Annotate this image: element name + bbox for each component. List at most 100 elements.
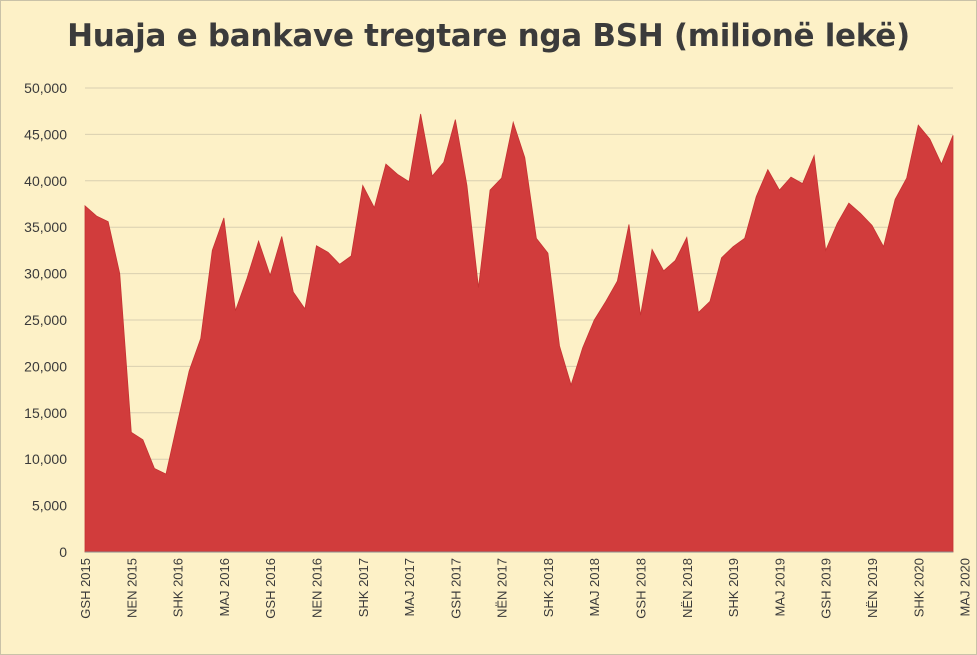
- data-point: [929, 138, 931, 140]
- data-point: [246, 277, 248, 279]
- data-point: [674, 259, 676, 261]
- x-tick-label: SHK 2018: [541, 558, 556, 617]
- y-tick-label: 50,000: [24, 80, 67, 96]
- data-point: [119, 272, 121, 274]
- data-point: [732, 245, 734, 247]
- data-point: [269, 274, 271, 276]
- data-point: [234, 310, 236, 312]
- data-point: [790, 176, 792, 178]
- data-point: [848, 202, 850, 204]
- y-tick-label: 25,000: [24, 312, 67, 328]
- area-series: [84, 113, 954, 553]
- data-point: [743, 237, 745, 239]
- data-point: [917, 124, 919, 126]
- data-point: [535, 237, 537, 239]
- x-tick-label: GSH 2016: [263, 558, 278, 619]
- data-point: [281, 235, 283, 237]
- data-point: [292, 291, 294, 293]
- data-point: [720, 257, 722, 259]
- data-point: [570, 384, 572, 386]
- x-tick-label: MAJ 2019: [772, 558, 787, 617]
- data-point: [697, 311, 699, 313]
- data-point: [686, 236, 688, 238]
- data-point: [836, 222, 838, 224]
- data-point: [176, 421, 178, 423]
- x-tick-label: SHK 2019: [726, 558, 741, 617]
- y-tick-label: 10,000: [24, 451, 67, 467]
- data-point: [257, 240, 259, 242]
- data-point: [454, 118, 456, 120]
- data-point: [651, 248, 653, 250]
- x-tick-label: NEN 2015: [124, 558, 139, 618]
- x-tick-label: NËN 2018: [680, 558, 695, 618]
- data-point: [338, 263, 340, 265]
- y-tick-label: 5,000: [32, 498, 67, 514]
- data-point: [304, 308, 306, 310]
- data-point: [801, 182, 803, 184]
- y-tick-label: 15,000: [24, 405, 67, 421]
- data-point: [223, 217, 225, 219]
- data-point: [813, 155, 815, 157]
- data-point: [200, 337, 202, 339]
- x-tick-label: NEN 2016: [309, 558, 324, 618]
- data-point: [906, 177, 908, 179]
- data-point: [581, 347, 583, 349]
- data-point: [824, 249, 826, 251]
- x-tick-label: MAJ 2016: [217, 558, 232, 617]
- data-point: [165, 473, 167, 475]
- x-tick-label: SHK 2017: [356, 558, 371, 617]
- y-tick-label: 20,000: [24, 358, 67, 374]
- x-tick-label: NËN 2019: [865, 558, 880, 618]
- data-point: [605, 300, 607, 302]
- y-tick-label: 0: [59, 544, 67, 560]
- data-point: [616, 280, 618, 282]
- y-tick-label: 40,000: [24, 173, 67, 189]
- data-point: [95, 215, 97, 217]
- x-tick-label: SHK 2016: [171, 558, 186, 617]
- data-point: [662, 270, 664, 272]
- data-point: [593, 319, 595, 321]
- x-tick-label: GSH 2015: [78, 558, 93, 619]
- data-point: [871, 224, 873, 226]
- data-point: [130, 431, 132, 433]
- chart-title: Huaja e bankave tregtare nga BSH (milion…: [67, 18, 910, 54]
- x-tick-label: SHK 2020: [911, 558, 926, 617]
- data-point: [940, 163, 942, 165]
- data-point: [547, 252, 549, 254]
- data-point: [767, 168, 769, 170]
- x-tick-label: GSH 2018: [634, 558, 649, 619]
- x-tick-label: MAJ 2018: [587, 558, 602, 617]
- y-tick-label: 30,000: [24, 266, 67, 282]
- data-point: [385, 163, 387, 165]
- x-tick-label: GSH 2017: [448, 558, 463, 619]
- data-point: [894, 198, 896, 200]
- data-point: [489, 189, 491, 191]
- x-tick-label: GSH 2019: [819, 558, 834, 619]
- data-point: [315, 245, 317, 247]
- data-point: [408, 181, 410, 183]
- data-point: [211, 249, 213, 251]
- data-point: [628, 223, 630, 225]
- data-point: [153, 467, 155, 469]
- data-point: [350, 255, 352, 257]
- x-tick-label: MAJ 2017: [402, 558, 417, 617]
- y-tick-label: 45,000: [24, 126, 67, 142]
- data-point: [524, 156, 526, 158]
- data-point: [419, 113, 421, 115]
- data-point: [882, 245, 884, 247]
- x-tick-label: NËN 2017: [495, 558, 510, 618]
- data-point: [709, 300, 711, 302]
- data-point: [373, 207, 375, 209]
- data-point: [558, 345, 560, 347]
- data-point: [362, 184, 364, 186]
- data-point: [500, 177, 502, 179]
- data-point: [952, 134, 954, 136]
- data-point: [396, 173, 398, 175]
- data-point: [107, 220, 109, 222]
- data-point: [639, 314, 641, 316]
- data-point: [755, 195, 757, 197]
- data-point: [188, 370, 190, 372]
- y-tick-label: 35,000: [24, 219, 67, 235]
- data-point: [84, 205, 86, 207]
